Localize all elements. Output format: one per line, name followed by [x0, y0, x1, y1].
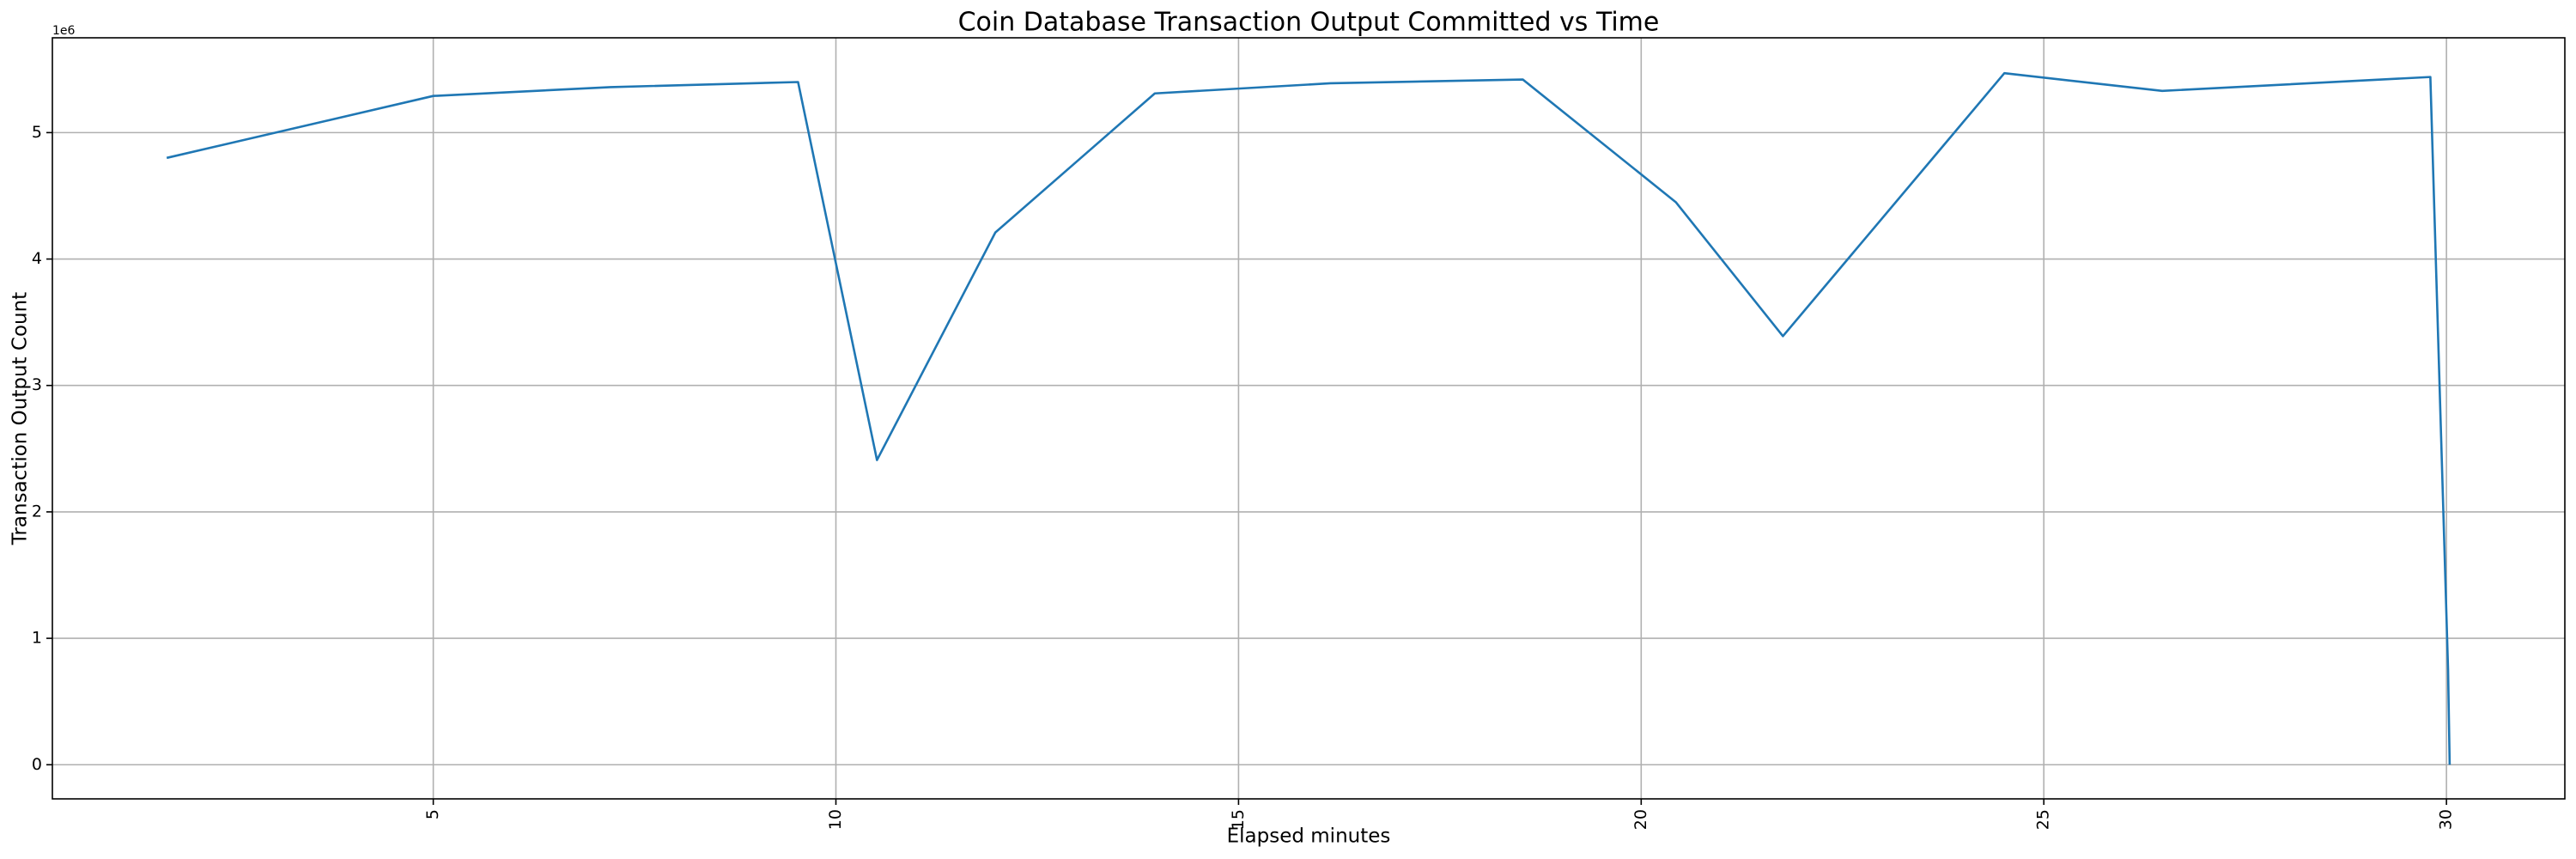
data-line	[166, 71, 2451, 765]
x-axis-label: Elapsed minutes	[1227, 825, 1391, 848]
y-tick-label: 5	[32, 123, 42, 142]
x-tick-label: 30	[2437, 809, 2456, 830]
y-axis-label: Transaction Output Count	[9, 292, 32, 545]
y-tick-label: 4	[32, 249, 42, 268]
x-tick-label: 25	[2034, 809, 2053, 830]
y-tick-label: 0	[32, 755, 42, 774]
plot-frame	[52, 37, 2566, 800]
x-tick-label: 15	[1229, 809, 1248, 830]
chart-title: Coin Database Transaction Output Committ…	[958, 8, 1660, 38]
x-tick-label: 10	[826, 809, 845, 830]
y-tick-label: 2	[32, 502, 42, 521]
y-offset-label: 1e6	[52, 24, 76, 38]
y-tick-label: 1	[32, 629, 42, 648]
x-tick-label: 20	[1631, 809, 1650, 830]
y-tick-label: 3	[32, 375, 42, 394]
x-tick-label: 5	[423, 809, 442, 819]
